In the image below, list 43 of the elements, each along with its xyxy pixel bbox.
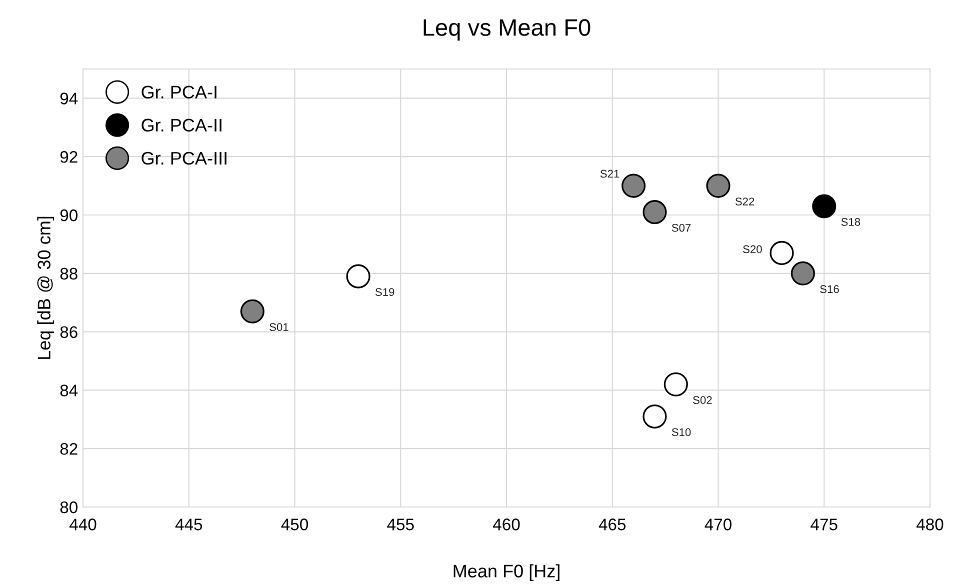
x-tick-label: 465 [598,518,626,530]
x-tick-label: 470 [704,518,732,530]
point [664,372,688,396]
annotation: S21 [600,170,620,178]
y-tick-label: 94 [60,92,78,104]
x-tick-label: 480 [916,518,944,530]
point [770,240,794,265]
y-tick-label: 90 [60,209,78,222]
annotation: S19 [375,288,394,296]
y-tick-label: 80 [60,501,78,514]
point [812,194,836,218]
x-axis-title: Mean F0 [Hz] [454,564,560,582]
annotation: S01 [270,323,288,332]
x-tick-label: 455 [387,518,414,530]
y-tick-label: 88 [60,268,78,280]
annotation: S10 [672,428,691,436]
annotation: S22 [735,198,754,206]
point [622,174,646,198]
y-tick-label: 92 [60,151,78,163]
point [706,174,730,198]
legend-label: Gr. PCA-I [142,86,216,99]
legend-label: Gr. PCA-III [142,152,226,165]
annotation: S07 [672,224,691,232]
point [346,264,370,288]
x-tick-label: 440 [69,518,96,530]
point [240,299,264,324]
x-tick-label: 445 [175,518,202,530]
point [790,261,815,286]
x-tick-label: 475 [810,518,838,530]
y-tick-label: 82 [60,443,78,455]
legend-label: Gr. PCA-II [142,118,222,132]
y-axis-title: Leq [dB @ 30 cm] [37,216,54,359]
chart-title: Leq vs Mean F0 [424,19,590,41]
point [642,404,667,429]
annotation: S20 [743,245,762,254]
x-tick-label: 450 [281,518,308,530]
annotation: S02 [693,396,712,404]
annotation: S18 [841,218,860,226]
point [642,200,667,224]
y-tick-label: 84 [60,384,78,396]
y-tick-label: 86 [60,326,78,338]
x-tick-label: 460 [492,518,520,530]
annotation: S16 [820,285,839,294]
